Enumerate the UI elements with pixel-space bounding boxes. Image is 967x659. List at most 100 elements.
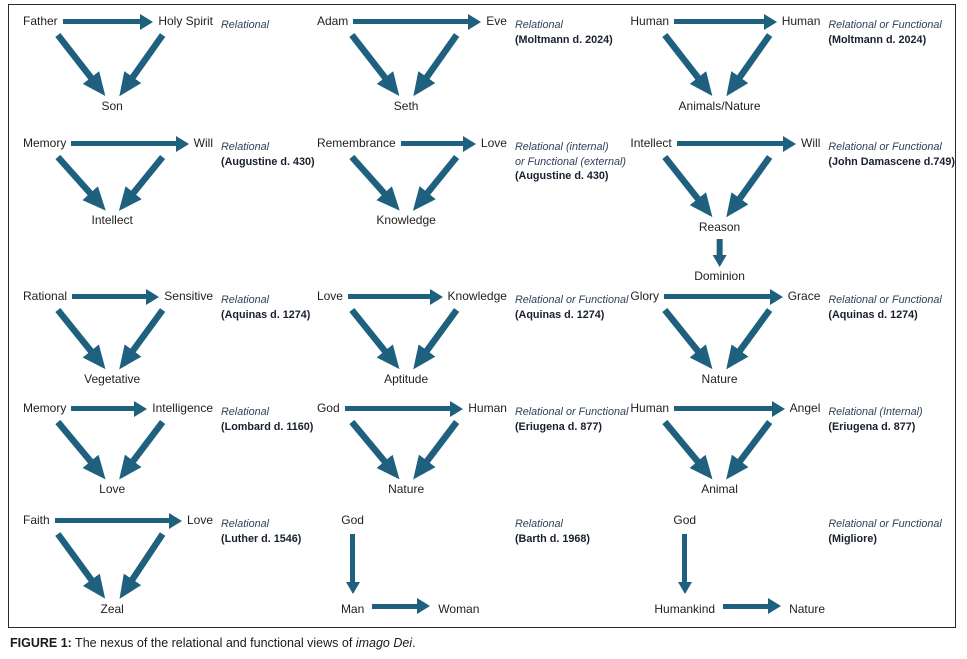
node-top: God: [673, 513, 697, 527]
triangle-diagram: Adam Eve Seth: [315, 13, 509, 115]
node-top-left: Adam: [316, 14, 349, 28]
node-bottom: Seth: [393, 99, 419, 113]
figure-frame: Father Holy Spirit Son: [8, 4, 956, 628]
arrow-shaft: [372, 603, 418, 609]
diagram-bottom: Vegetative: [84, 371, 140, 388]
node-top-left: Human: [630, 401, 670, 415]
annotation-type: Relational: [221, 140, 315, 155]
annotation-source: (John Damascene d.749): [828, 155, 955, 168]
node-top-left: Faith: [23, 513, 50, 527]
converging-arrows-icon: [349, 33, 460, 97]
arrow-head: [140, 13, 154, 30]
annotation-type-line: Relational: [221, 406, 270, 418]
arrow-right-icon: [72, 288, 160, 305]
annotation-source: (Migliore): [828, 532, 877, 545]
node-top-right: Angel: [789, 401, 821, 415]
arrow-shaft: [72, 294, 147, 299]
arrow-shaft: [682, 534, 688, 582]
annotation-source: (Augustine d. 430): [221, 155, 315, 168]
converging-arrows-icon: [55, 532, 166, 599]
annotation-type: Relational or Functional: [828, 293, 941, 308]
annotation-type: Relational: [515, 517, 590, 532]
diagram-cell: Intellect Will Reason Dominion: [628, 135, 955, 288]
node-top-right: Eve: [486, 14, 507, 28]
annotation-type: Relational or Functional: [515, 293, 628, 308]
node-bottom: Nature: [388, 482, 425, 496]
converging-arrows-icon: [662, 307, 773, 370]
converging-arrows-icon: [349, 419, 460, 480]
arrow-head: [450, 400, 464, 417]
diagram-cell: Memory Intelligence Love: [21, 400, 315, 512]
diagram-top-row: Intellect Will: [628, 135, 822, 152]
annotation-type: Relational: [221, 18, 269, 33]
diagram-cell: God Humankind Nature Relational or Funct…: [628, 512, 955, 626]
node-top-right: Grace: [787, 289, 821, 303]
figure-caption-label: FIGURE 1:: [10, 636, 72, 650]
converging-arrows-icon: [55, 307, 166, 370]
diagram-top-row: God Human: [315, 400, 509, 417]
node-top-right: Intelligence: [152, 401, 213, 415]
annotation-type-line: Relational or Functional: [514, 406, 629, 418]
node-top-right: Love: [186, 513, 213, 527]
annotation-source: (Eriugena d. 877): [828, 420, 916, 433]
annotation-type: Relational or Functional: [828, 517, 941, 532]
annotation-source: (Moltmann d. 2024): [514, 33, 613, 46]
diagram-top-row: Memory Will: [21, 135, 215, 152]
arrow-head: [345, 582, 360, 594]
diagram-top-row: Father Holy Spirit: [21, 13, 215, 30]
arrow-head: [769, 288, 783, 305]
annotation: Relational or Functional (Moltmann d. 20…: [828, 18, 941, 47]
vertical-column: God Humankind: [654, 512, 715, 618]
node-top-left: Rational: [23, 289, 68, 303]
node-bottom: Knowledge: [376, 213, 436, 227]
arrow-shaft: [71, 406, 135, 411]
node-bottom: Vegetative: [84, 372, 141, 386]
node-bottom: Love: [99, 482, 126, 496]
triangle-diagram: Faith Love Zeal: [21, 512, 215, 618]
diagram-cell: Human Angel Animal: [628, 400, 955, 512]
annotation-type-line: Relational: [514, 518, 563, 530]
diagram-bottom: Love: [99, 481, 125, 498]
annotation: Relational (Augustine d. 430): [221, 140, 315, 169]
annotation-type: Relational: [221, 405, 313, 420]
annotation: Relational or Functional (Aquinas d. 127…: [515, 293, 628, 322]
diagram-top-row: Faith Love: [21, 512, 215, 529]
arrow-right-icon: [54, 512, 182, 529]
annotation: Relational (Aquinas d. 1274): [221, 293, 310, 322]
converging-arrows-icon: [349, 307, 460, 370]
arrow-shaft: [676, 141, 784, 146]
triangle-diagram: Human Angel Animal: [628, 400, 822, 498]
converging-arrows-icon: [349, 154, 460, 211]
annotation-type-line: or Functional (external): [514, 155, 626, 168]
node-top-left: Memory: [23, 401, 67, 415]
arrow-down-icon: [677, 534, 692, 594]
node-bottom: Son: [101, 99, 123, 113]
diagram-top-row: Human Angel: [628, 400, 822, 417]
arrow-shaft: [350, 534, 356, 582]
node-bottom: Reason: [698, 220, 741, 234]
node-top-left: Memory: [23, 136, 67, 150]
arrow-shaft: [344, 406, 451, 411]
diagram-bottom: Animal: [701, 481, 738, 498]
node-top-right: Holy Spirit: [158, 14, 213, 28]
figure-caption-end: .: [412, 636, 416, 650]
diagram-bottom: Son: [101, 98, 122, 115]
annotation: Relational (Internal) (Eriugena d. 877): [828, 405, 922, 434]
annotation-source: (Moltmann d. 2024): [828, 33, 927, 46]
diagram-cell: God Human Nature: [315, 400, 628, 512]
annotation: Relational or Functional (Aquinas d. 127…: [828, 293, 941, 322]
diagram-bottom: Zeal: [101, 601, 124, 618]
node-top-left: God: [316, 401, 340, 415]
arrow-head: [468, 13, 482, 30]
annotation-source: (Augustine d. 430): [514, 170, 609, 183]
node-top-right: Human: [781, 14, 821, 28]
diagram-cell: God Man Woman Relational (Barth d. 1968): [315, 512, 628, 626]
diagram-top-row: Glory Grace: [628, 288, 822, 305]
arrow-right-icon: [353, 13, 482, 30]
annotation-source: (Aquinas d. 1274): [221, 308, 311, 321]
arrow-head: [783, 135, 797, 152]
converging-arrows-icon: [55, 154, 166, 211]
annotation-type: Relational or Functional: [828, 18, 941, 33]
diagram-bottom: Seth: [394, 98, 419, 115]
